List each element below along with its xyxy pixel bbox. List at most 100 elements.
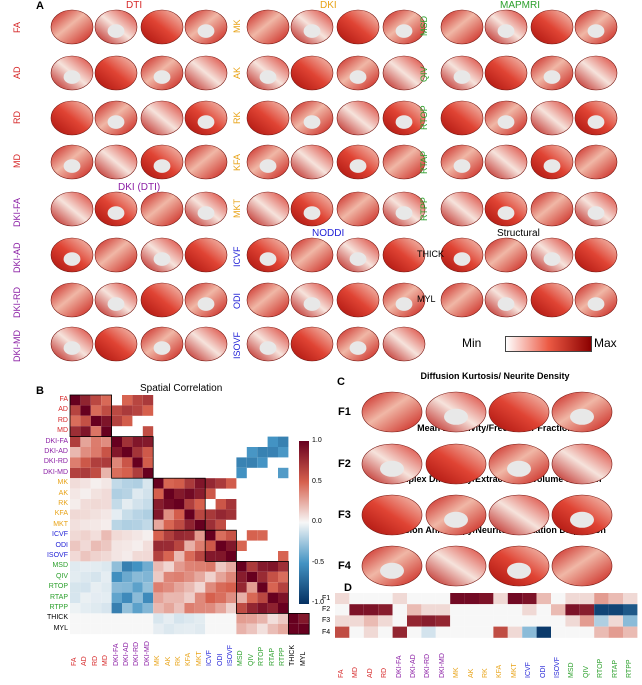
corr-cell bbox=[153, 499, 164, 510]
factor-loading-cell bbox=[579, 615, 595, 627]
corr-cell bbox=[90, 415, 102, 427]
brain-map-dki-fa-3-medial-wall bbox=[197, 206, 215, 220]
corr-cell bbox=[278, 447, 289, 458]
corr-cell bbox=[80, 415, 91, 427]
factor-loading-cell bbox=[407, 615, 422, 627]
corr-cell bbox=[205, 603, 216, 614]
brain-map-dki-ad-0-medial-wall bbox=[63, 252, 81, 266]
factor-title: Diffusion Anisotropy/Neurite Orientation… bbox=[384, 525, 606, 535]
corr-cell bbox=[101, 540, 112, 551]
brain-map-odi-3-medial-wall bbox=[395, 297, 413, 311]
corr-cell bbox=[142, 395, 154, 406]
panel-b-title: Spatial Correlation bbox=[140, 383, 223, 394]
corr-cell bbox=[142, 582, 154, 593]
brain-map-rk-2 bbox=[336, 100, 380, 136]
factor-loading-cell bbox=[479, 615, 494, 627]
corr-cell bbox=[122, 613, 133, 624]
corr-cell bbox=[184, 582, 195, 593]
corr-cell bbox=[236, 561, 247, 572]
corr-cell bbox=[215, 540, 226, 551]
corr-cell bbox=[153, 530, 164, 541]
corr-cell bbox=[236, 540, 247, 551]
brain-map-fa-3-medial-wall bbox=[197, 24, 215, 38]
corr-cell bbox=[226, 582, 237, 593]
corr-cell bbox=[132, 540, 143, 551]
corr-colorbar-tick: 0.0 bbox=[312, 518, 322, 525]
factor-label: F2 bbox=[338, 458, 351, 470]
brain-map-isovf-0-medial-wall bbox=[259, 341, 277, 355]
factor-title: Complex Diffusivity/Extracellular Volume… bbox=[388, 474, 602, 484]
brain-map-md-2-medial-wall bbox=[153, 159, 171, 173]
corr-cell bbox=[90, 447, 102, 458]
brain-map-rtap-2-medial-wall bbox=[543, 159, 561, 173]
corr-cell bbox=[132, 561, 143, 572]
min-max-colorbar bbox=[505, 336, 592, 352]
corr-cell bbox=[257, 623, 268, 635]
corr-cell bbox=[226, 613, 237, 624]
corr-colorbar-tick: -0.5 bbox=[312, 558, 325, 566]
corr-cell bbox=[184, 551, 195, 562]
factor-brain-f3-2 bbox=[488, 494, 550, 536]
brain-map-icvf-3 bbox=[382, 237, 426, 273]
corr-cell bbox=[267, 603, 278, 614]
factor-loading-cell bbox=[507, 593, 523, 605]
corr-cell bbox=[142, 603, 154, 614]
factor-brain-f1-1-medial-wall bbox=[444, 408, 468, 425]
factor-brain-f2-2-medial-wall bbox=[507, 460, 531, 477]
corr-cell bbox=[111, 623, 122, 635]
factor-brain-f4-2-medial-wall bbox=[507, 562, 531, 579]
corr-cell bbox=[122, 603, 133, 614]
corr-cell bbox=[80, 457, 91, 468]
corr-cell bbox=[70, 540, 81, 551]
corr-cell bbox=[122, 436, 133, 447]
factor-loading-cell bbox=[421, 615, 436, 627]
corr-cell bbox=[70, 509, 81, 520]
brain-map-dki-rd-1-medial-wall bbox=[107, 297, 125, 311]
corr-cell bbox=[142, 571, 154, 583]
corr-cell bbox=[205, 530, 216, 541]
corr-cell bbox=[163, 571, 174, 583]
corr-cell bbox=[163, 499, 174, 510]
group-title-dki: DKI bbox=[320, 0, 337, 11]
factor-loading-cell bbox=[565, 615, 580, 627]
factor-loading-cell bbox=[507, 626, 523, 638]
corr-cell bbox=[70, 623, 81, 635]
factor-col-label: ISOVF bbox=[554, 656, 561, 678]
corr-cell bbox=[70, 519, 81, 531]
corr-cell bbox=[194, 582, 206, 593]
factor-brain-f4-3 bbox=[551, 545, 613, 587]
brain-map-mkt-2 bbox=[336, 191, 380, 227]
corr-cell bbox=[122, 447, 133, 458]
corr-cell bbox=[132, 405, 143, 416]
corr-cell bbox=[122, 582, 133, 593]
corr-cell bbox=[132, 613, 143, 624]
corr-cell bbox=[153, 519, 164, 531]
corr-cell bbox=[122, 415, 133, 427]
corr-cell bbox=[70, 447, 81, 458]
corr-cell bbox=[111, 509, 122, 520]
corr-cell bbox=[80, 571, 91, 583]
corr-cell bbox=[184, 613, 195, 624]
factor-row-label: F2 bbox=[322, 606, 331, 614]
corr-cell bbox=[70, 395, 81, 406]
corr-cell bbox=[184, 478, 195, 489]
group-title-structural: Structural bbox=[497, 228, 540, 239]
factor-loading-cell bbox=[363, 615, 379, 627]
factor-brain-f1-0 bbox=[361, 391, 423, 433]
brain-map-icvf-1 bbox=[290, 237, 334, 273]
factor-loading-cell bbox=[349, 604, 364, 616]
corr-cell bbox=[205, 488, 216, 499]
corr-group-box bbox=[69, 394, 112, 437]
corr-cell bbox=[267, 582, 278, 593]
panel-d-letter: D bbox=[344, 582, 352, 594]
factor-col-label: MKT bbox=[510, 663, 518, 678]
corr-cell bbox=[194, 561, 206, 572]
corr-cell bbox=[205, 623, 216, 635]
corr-cell bbox=[101, 592, 112, 603]
corr-cell bbox=[236, 603, 247, 614]
corr-row-label: RD bbox=[57, 416, 68, 424]
colorbar-max-label: Max bbox=[594, 336, 617, 350]
corr-cell bbox=[163, 592, 174, 603]
corr-cell bbox=[111, 530, 122, 541]
